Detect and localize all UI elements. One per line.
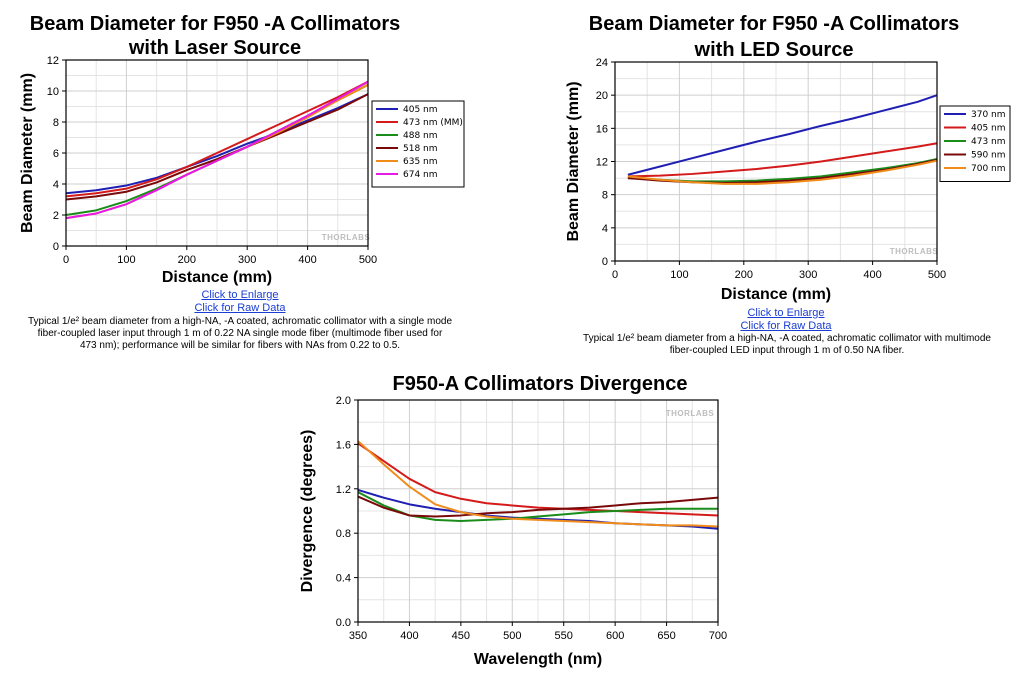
legend-label: 590 nm <box>971 151 1006 161</box>
laser-caption-line: 473 nm); performance will be similar for… <box>79 340 401 351</box>
y-tick-label: 24 <box>596 57 608 69</box>
x-tick-label: 100 <box>670 269 688 281</box>
series-line <box>65 93 369 195</box>
y-tick-label: 6 <box>53 148 59 160</box>
laser-beam-diameter-chart: Beam Diameter for F950 -A Collimatorswit… <box>19 13 465 286</box>
legend-label: 473 nm (MM) <box>403 118 463 128</box>
y-tick-label: 0.4 <box>336 573 351 585</box>
led-caption: Typical 1/e² beam diameter from a high-N… <box>552 333 1022 357</box>
x-tick-label: 400 <box>863 269 881 281</box>
thorlabs-watermark: THORLABS <box>666 409 715 418</box>
legend-label: 518 nm <box>403 144 438 154</box>
led-links: Click to Enlarge Click for Raw Data <box>686 307 886 333</box>
y-tick-label: 2.0 <box>336 395 351 407</box>
chart-title-line: F950-A Collimators Divergence <box>393 373 688 395</box>
chart-title-line: Beam Diameter for F950 -A Collimators <box>589 13 959 35</box>
legend-label: 473 nm <box>971 137 1006 147</box>
laser-caption-line: fiber-coupled laser input through 1 m of… <box>37 328 443 339</box>
series-line <box>627 142 938 178</box>
x-tick-label: 400 <box>298 254 316 266</box>
legend-label: 370 nm <box>971 110 1006 120</box>
chart-title-line: with LED Source <box>694 39 854 61</box>
legend-label: 405 nm <box>403 105 438 115</box>
y-tick-label: 4 <box>602 223 608 235</box>
laser-links: Click to Enlarge Click for Raw Data <box>140 289 340 315</box>
y-tick-label: 0.0 <box>336 617 351 629</box>
x-tick-label: 600 <box>606 630 624 642</box>
divergence-chart-panel: F950-A Collimators Divergence THORLABS 350… <box>290 366 740 674</box>
x-tick-label: 650 <box>657 630 675 642</box>
series-line <box>357 491 718 522</box>
x-tick-label: 300 <box>799 269 817 281</box>
x-tick-label: 200 <box>178 254 196 266</box>
series-line <box>357 495 719 518</box>
led-enlarge-link[interactable]: Click to Enlarge <box>747 307 825 319</box>
y-axis-label: Beam Diameter (mm) <box>19 73 36 233</box>
x-tick-label: 500 <box>503 630 521 642</box>
y-tick-label: 2 <box>53 210 59 222</box>
y-tick-label: 20 <box>596 90 608 102</box>
x-tick-label: 350 <box>349 630 367 642</box>
legend-box <box>371 100 465 188</box>
y-tick-label: 0 <box>53 241 59 253</box>
led-caption-line: Typical 1/e² beam diameter from a high-N… <box>583 333 991 344</box>
y-tick-label: 12 <box>47 55 59 67</box>
series-line <box>357 440 719 528</box>
series-line <box>65 93 369 201</box>
laser-caption-line: Typical 1/e² beam diameter from a high-N… <box>27 316 453 327</box>
laser-enlarge-link[interactable]: Click to Enlarge <box>201 289 279 301</box>
legend-label: 700 nm <box>971 164 1006 174</box>
y-tick-label: 1.6 <box>336 439 351 451</box>
x-tick-label: 0 <box>63 254 69 266</box>
legend-label: 488 nm <box>403 131 438 141</box>
x-axis-label: Distance (mm) <box>721 286 831 303</box>
legend-label: 635 nm <box>403 157 438 167</box>
led-caption-line: fiber-coupled LED input through 1 m of 0… <box>669 345 905 356</box>
series-line <box>627 94 938 176</box>
x-tick-label: 700 <box>709 630 727 642</box>
x-tick-label: 300 <box>238 254 256 266</box>
x-tick-label: 500 <box>359 254 377 266</box>
laser-caption: Typical 1/e² beam diameter from a high-N… <box>0 316 480 352</box>
divergence-chart: F950-A Collimators Divergence THORLABS 350… <box>299 373 727 668</box>
x-axis-label: Distance (mm) <box>162 269 272 286</box>
led-raw-data-link[interactable]: Click for Raw Data <box>740 320 832 332</box>
x-tick-label: 100 <box>117 254 135 266</box>
legend-label: 674 nm <box>403 170 438 180</box>
y-tick-label: 16 <box>596 123 608 135</box>
chart-title-line: Beam Diameter for F950 -A Collimators <box>30 13 400 35</box>
y-tick-label: 0 <box>602 256 608 268</box>
series-line <box>627 159 938 185</box>
y-tick-label: 4 <box>53 179 59 191</box>
y-tick-label: 1.2 <box>336 484 351 496</box>
x-tick-label: 400 <box>400 630 418 642</box>
plot-frame <box>357 399 719 623</box>
x-tick-label: 200 <box>735 269 753 281</box>
series-line <box>65 80 369 220</box>
thorlabs-watermark: THORLABS <box>322 233 371 242</box>
series-line <box>357 442 719 517</box>
x-tick-label: 0 <box>612 269 618 281</box>
x-tick-label: 450 <box>452 630 470 642</box>
y-tick-label: 0.8 <box>336 528 351 540</box>
x-tick-label: 500 <box>928 269 946 281</box>
chart-title-line: with Laser Source <box>128 37 301 59</box>
laser-raw-data-link[interactable]: Click for Raw Data <box>194 302 286 314</box>
y-axis-label: Divergence (degrees) <box>299 430 316 593</box>
y-tick-label: 10 <box>47 86 59 98</box>
laser-chart-panel: Beam Diameter for F950 -A Collimators wit… <box>0 0 490 290</box>
led-beam-diameter-chart: Beam Diameter for F950 -A Collimators wit… <box>565 13 1011 303</box>
led-chart-panel: Beam Diameter for F950 -A Collimators wit… <box>540 0 1031 306</box>
y-tick-label: 8 <box>53 117 59 129</box>
x-tick-label: 550 <box>555 630 573 642</box>
y-tick-label: 12 <box>596 157 608 169</box>
y-tick-label: 8 <box>602 190 608 202</box>
thorlabs-watermark: THORLABS <box>890 247 939 256</box>
x-axis-label: Wavelength (nm) <box>474 651 602 668</box>
legend-label: 405 nm <box>971 124 1006 134</box>
y-axis-label: Beam Diameter (mm) <box>565 81 582 241</box>
series-line <box>65 80 369 198</box>
